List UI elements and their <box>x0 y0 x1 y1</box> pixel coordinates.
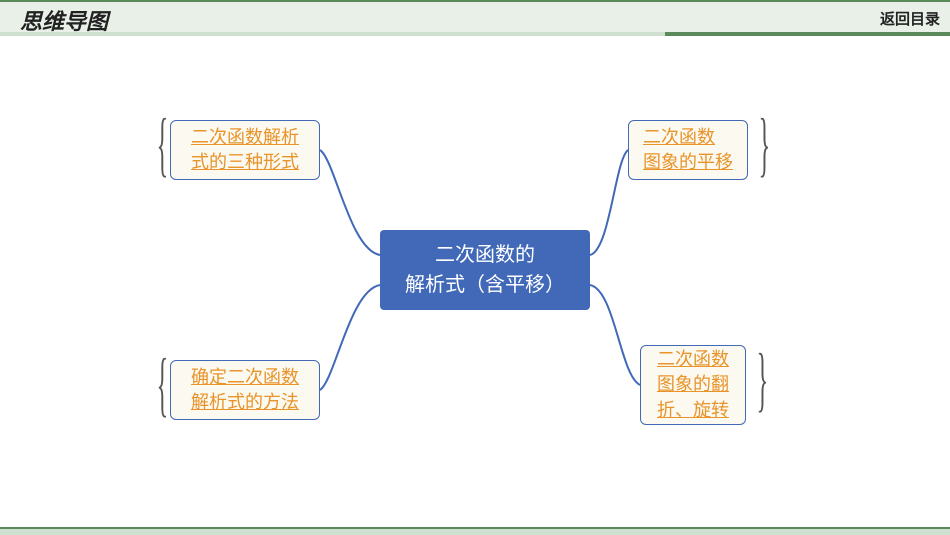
return-link[interactable]: 返回目录 <box>880 8 940 29</box>
mindmap-canvas: 二次函数的解析式（含平移） 二次函数解析式的三种形式 { 确定二次函数解析式的方法 { 二… <box>0 40 950 520</box>
footer-bar <box>0 527 950 535</box>
brace-bl: { <box>157 348 169 420</box>
leaf-text-bl: 确定二次函数解析式的方法 <box>191 365 299 415</box>
leaf-node-br[interactable]: 二次函数图象的翻折、旋转 <box>640 345 746 425</box>
brace-tl: { <box>157 108 169 180</box>
brace-br: } <box>757 343 769 415</box>
center-node: 二次函数的解析式（含平移） <box>380 230 590 310</box>
center-line2: 解析式（含平移） <box>405 270 565 300</box>
leaf-text-tl: 二次函数解析式的三种形式 <box>191 125 299 175</box>
page-title: 思维导图 <box>20 4 108 36</box>
center-line1: 二次函数的 <box>405 240 565 270</box>
brace-tr: } <box>759 108 771 180</box>
header-accent <box>0 32 950 36</box>
leaf-node-bl[interactable]: 确定二次函数解析式的方法 <box>170 360 320 420</box>
leaf-node-tr[interactable]: 二次函数图象的平移 <box>628 120 748 180</box>
leaf-node-tl[interactable]: 二次函数解析式的三种形式 <box>170 120 320 180</box>
leaf-text-tr: 二次函数图象的平移 <box>643 125 733 175</box>
leaf-text-br: 二次函数图象的翻折、旋转 <box>657 347 729 423</box>
header-bar <box>0 0 950 34</box>
